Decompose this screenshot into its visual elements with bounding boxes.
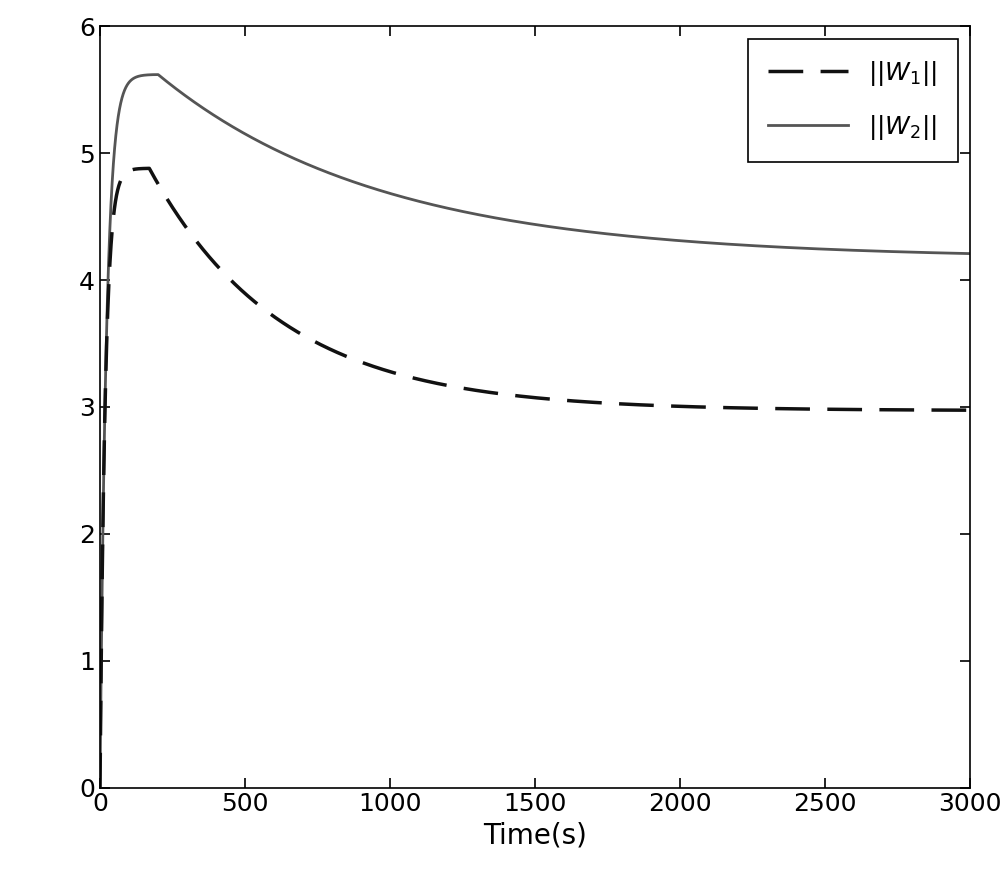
$||W_1||$ xyxy=(649,400,661,410)
X-axis label: Time(s): Time(s) xyxy=(483,822,587,850)
$||W_1||$ xyxy=(94,782,106,793)
$||W_2||$ xyxy=(485,212,497,222)
$||W_1||$ xyxy=(962,405,974,416)
$||W_2||$ xyxy=(952,248,964,259)
$||W_2||$ xyxy=(850,245,862,256)
$||W_2||$ xyxy=(962,248,974,259)
$||W_2||$ xyxy=(94,782,106,793)
$||W_1||$ xyxy=(952,405,964,416)
$||W_1||$ xyxy=(850,404,862,415)
$||W_2||$ xyxy=(874,246,886,256)
$||W_1||$ xyxy=(874,404,886,415)
$||W_1||$ xyxy=(143,163,155,173)
Line: $||W_2||$: $||W_2||$ xyxy=(100,74,970,788)
$||W_2||$ xyxy=(649,234,661,244)
$||W_1||$ xyxy=(485,388,497,398)
$||W_2||$ xyxy=(964,248,976,259)
Legend: $||W_1||$, $||W_2||$: $||W_1||$, $||W_2||$ xyxy=(748,38,958,162)
$||W_1||$ xyxy=(964,405,976,416)
$||W_2||$ xyxy=(152,69,164,80)
Line: $||W_1||$: $||W_1||$ xyxy=(100,168,970,788)
